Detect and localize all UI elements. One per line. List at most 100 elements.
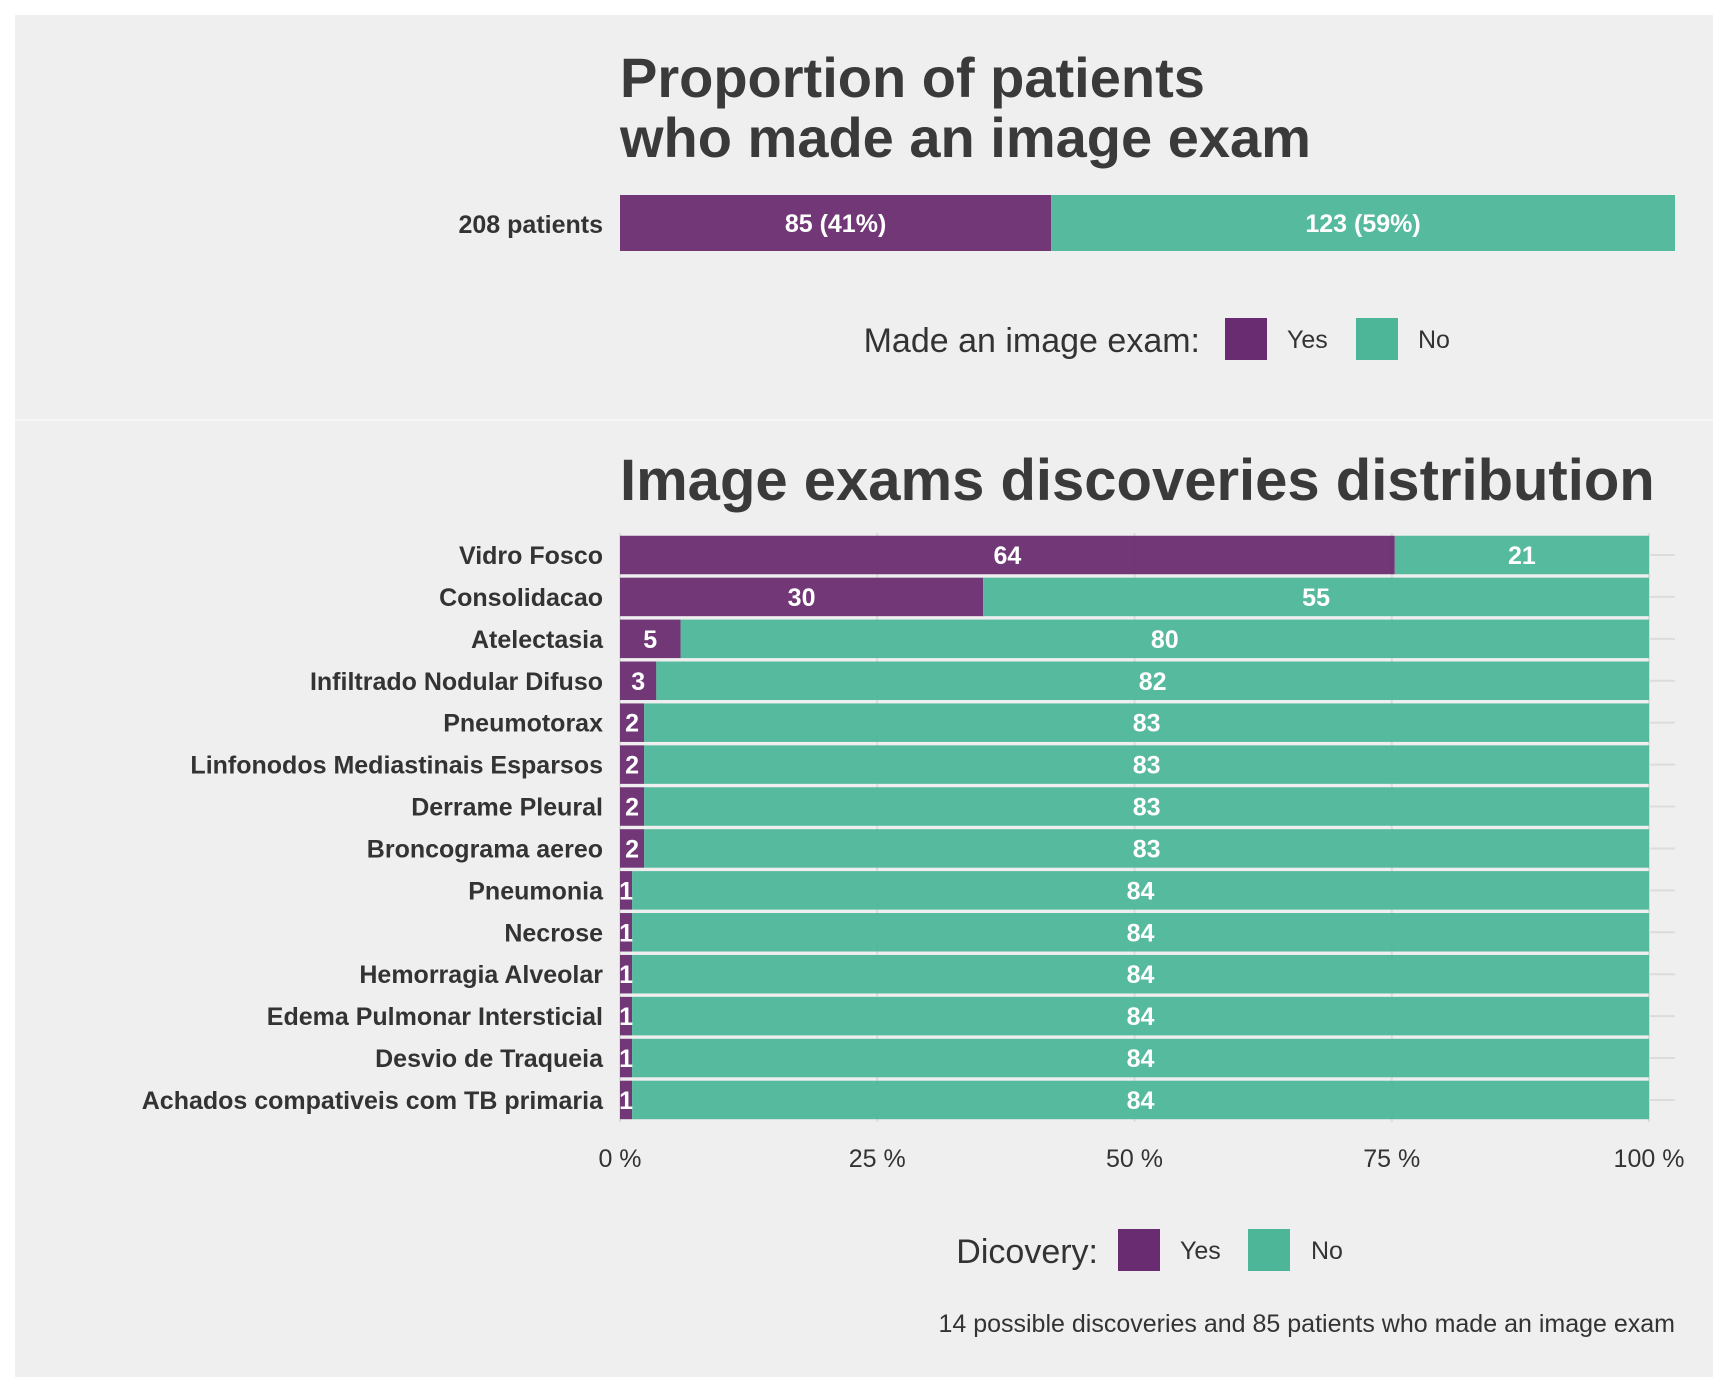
chart1-bar-no — [1051, 195, 1675, 251]
chart1-bar-label-no: 123 (59%) — [1305, 210, 1420, 238]
chart2-bar-label-yes: 3 — [631, 668, 645, 696]
chart2-bar-label-no: 84 — [1127, 1003, 1155, 1031]
chart2-bar-no — [1394, 535, 1649, 575]
chart2-x-tick-labels: 0 % 25 % 50 % 75 % 100 % — [598, 1145, 1684, 1173]
chart2-bar-yes — [620, 745, 645, 784]
chart1-legend-no-label: No — [1418, 326, 1450, 354]
chart1-legend-title: Made an image exam: — [864, 322, 1200, 360]
chart2-bar-label-yes: 2 — [625, 835, 639, 863]
chart2-bar-no — [680, 619, 1649, 659]
chart1-title-line1: Proportion of patients — [620, 46, 1205, 109]
chart2-legend-yes-label: Yes — [1180, 1237, 1221, 1265]
chart2-bar-no — [632, 1038, 1649, 1078]
chart2-category-label: Infiltrado Nodular Difuso — [310, 668, 603, 696]
chart2-bar-label-yes: 2 — [625, 794, 639, 822]
chart-proportion: Proportion of patients who made an image… — [458, 46, 1675, 360]
chart1-legend-yes-label: Yes — [1287, 326, 1328, 354]
chart2-bar-label-yes: 1 — [619, 877, 633, 905]
chart2-category-label: Broncograma aereo — [367, 835, 603, 863]
chart2-bar-no — [632, 1080, 1649, 1120]
chart2-title: Image exams discoveries distribution — [620, 448, 1655, 513]
chart1-legend-no-key — [1356, 318, 1398, 360]
chart2-category-label: Derrame Pleural — [411, 794, 603, 822]
chart2-bar-no — [632, 954, 1649, 994]
chart2-bar-label-yes: 1 — [619, 1003, 633, 1031]
chart2-bar-label-no: 83 — [1133, 710, 1161, 738]
chart2-bar-label-no: 84 — [1127, 961, 1155, 989]
chart2-bar-label-yes: 2 — [625, 752, 639, 780]
chart2-category-label: Vidro Fosco — [459, 542, 603, 570]
chart2-bar-yes — [620, 577, 984, 617]
chart2-bar-label-yes: 1 — [619, 1045, 633, 1073]
chart2-bar-label-no: 84 — [1127, 919, 1155, 947]
chart2-bar-label-yes: 1 — [619, 961, 633, 989]
chart2-bar-label-no: 84 — [1127, 877, 1155, 905]
chart2-category-label: Achados compativeis com TB primaria — [142, 1087, 604, 1115]
chart2-bar-no — [983, 577, 1649, 617]
chart2-category-label: Pneumotorax — [443, 710, 603, 738]
chart2-category-label: Pneumonia — [468, 877, 604, 905]
chart2-category-label: Consolidacao — [439, 584, 603, 612]
chart2-bar-yes — [620, 913, 633, 952]
chart2-bar-label-no: 84 — [1127, 1045, 1155, 1073]
chart2-x-tick-label: 75 % — [1363, 1145, 1420, 1173]
chart2-bar-no — [644, 745, 1649, 784]
chart2-bar-yes — [620, 787, 645, 826]
chart1-legend-yes-key — [1225, 318, 1267, 360]
chart2-bar-no — [632, 996, 1649, 1036]
chart2-bar-label-no: 83 — [1133, 752, 1161, 780]
chart2-bar-yes — [620, 661, 657, 701]
chart2-category-label: Edema Pulmonar Intersticial — [267, 1003, 603, 1031]
chart1-legend: Made an image exam: Yes No — [864, 318, 1450, 360]
chart2-category-label: Atelectasia — [471, 626, 604, 654]
chart2-x-tick-label: 0 % — [598, 1145, 641, 1173]
chart2-legend: Dicovery: Yes No — [956, 1229, 1343, 1271]
chart2-x-tick-label: 25 % — [849, 1145, 906, 1173]
chart2-category-label: Necrose — [504, 919, 603, 947]
chart1-category-label: 208 patients — [458, 211, 603, 239]
chart1-bar-label-yes: 85 (41%) — [785, 210, 886, 238]
chart2-legend-yes-key — [1118, 1229, 1160, 1271]
chart2-bar-label-no: 84 — [1127, 1087, 1155, 1115]
chart2-category-label: Linfonodos Mediastinais Esparsos — [190, 752, 603, 780]
chart2-bar-label-yes: 5 — [643, 626, 657, 654]
chart2-bar-label-yes: 64 — [993, 542, 1021, 570]
chart2-bar-no — [656, 661, 1649, 701]
chart2-category-label: Desvio de Traqueia — [375, 1045, 604, 1073]
chart2-bar-yes — [620, 535, 1395, 575]
chart-discoveries: Image exams discoveries distribution 64 2… — [142, 448, 1685, 1338]
chart2-legend-no-key — [1248, 1229, 1290, 1271]
chart2-bar-label-yes: 30 — [788, 584, 816, 612]
chart2-x-tick-label: 100 % — [1614, 1145, 1685, 1173]
chart2-x-tick-label: 50 % — [1106, 1145, 1163, 1173]
chart2-bar-label-no: 80 — [1151, 626, 1179, 654]
chart2-bar-label-no: 21 — [1508, 542, 1536, 570]
chart1-bars: 85 (41%) 123 (59%) — [620, 195, 1675, 251]
chart2-bar-yes — [620, 871, 633, 910]
chart2-bar-no — [632, 871, 1649, 910]
chart2-bar-label-yes: 1 — [619, 1087, 633, 1115]
chart2-bar-label-yes: 2 — [625, 710, 639, 738]
chart2-bar-yes — [620, 996, 633, 1036]
chart2-legend-no-label: No — [1311, 1237, 1343, 1265]
chart2-legend-title: Dicovery: — [956, 1233, 1098, 1271]
chart1-bar-yes — [620, 195, 1052, 251]
chart2-bar-yes — [620, 954, 633, 994]
chart2-bar-label-no: 83 — [1133, 835, 1161, 863]
chart2-bar-label-no: 55 — [1302, 584, 1330, 612]
chart1-title-line2: who made an image exam — [619, 106, 1311, 169]
chart2-bar-yes — [620, 1080, 633, 1120]
chart2-bar-no — [644, 829, 1649, 868]
chart2-caption: 14 possible discoveries and 85 patients … — [938, 1310, 1675, 1338]
chart2-bar-yes — [620, 703, 645, 742]
chart2-bar-no — [644, 703, 1649, 742]
chart2-bar-yes — [620, 829, 645, 868]
chart2-category-label: Hemorragia Alveolar — [359, 961, 603, 989]
chart2-bar-yes — [620, 1038, 633, 1078]
chart2-bar-no — [644, 787, 1649, 826]
chart2-bar-label-yes: 1 — [619, 919, 633, 947]
chart2-bar-no — [632, 913, 1649, 952]
chart2-category-labels: Vidro Fosco Consolidacao Atelectasia Infilt… — [142, 542, 604, 1115]
